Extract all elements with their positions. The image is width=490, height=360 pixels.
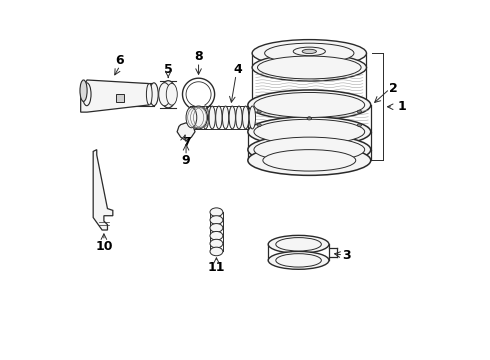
Ellipse shape <box>166 84 177 105</box>
Ellipse shape <box>307 117 312 120</box>
Ellipse shape <box>302 49 317 54</box>
Ellipse shape <box>186 107 197 128</box>
Ellipse shape <box>147 84 152 105</box>
Text: 5: 5 <box>164 63 172 76</box>
Ellipse shape <box>268 251 329 269</box>
Ellipse shape <box>202 106 209 129</box>
Ellipse shape <box>160 81 176 108</box>
Ellipse shape <box>236 106 242 129</box>
Ellipse shape <box>210 231 223 240</box>
Ellipse shape <box>190 106 207 129</box>
Text: 3: 3 <box>343 248 351 261</box>
Ellipse shape <box>265 43 354 63</box>
Text: 7: 7 <box>182 136 191 149</box>
Ellipse shape <box>209 106 216 129</box>
Ellipse shape <box>357 110 362 113</box>
Ellipse shape <box>257 110 261 113</box>
Ellipse shape <box>307 117 312 120</box>
Text: 9: 9 <box>182 154 191 167</box>
Ellipse shape <box>210 239 223 248</box>
Ellipse shape <box>149 83 158 106</box>
Ellipse shape <box>268 235 329 253</box>
Text: 11: 11 <box>208 261 225 274</box>
Text: 8: 8 <box>194 50 203 63</box>
Ellipse shape <box>80 80 87 102</box>
Polygon shape <box>93 150 113 230</box>
Ellipse shape <box>248 90 371 120</box>
Ellipse shape <box>248 135 371 165</box>
Ellipse shape <box>254 119 365 144</box>
Polygon shape <box>81 80 148 112</box>
Text: 4: 4 <box>233 63 242 76</box>
Ellipse shape <box>243 106 249 129</box>
FancyBboxPatch shape <box>117 94 123 102</box>
Text: 2: 2 <box>389 82 397 95</box>
Ellipse shape <box>159 83 171 106</box>
Ellipse shape <box>216 106 222 129</box>
Text: 10: 10 <box>95 240 113 253</box>
Ellipse shape <box>249 106 256 129</box>
Ellipse shape <box>252 54 367 81</box>
Ellipse shape <box>254 137 365 162</box>
Text: 6: 6 <box>116 54 124 67</box>
Text: 1: 1 <box>398 100 407 113</box>
Ellipse shape <box>276 238 321 251</box>
Ellipse shape <box>210 247 223 256</box>
Ellipse shape <box>210 224 223 232</box>
Ellipse shape <box>210 208 223 216</box>
Ellipse shape <box>263 150 356 171</box>
Ellipse shape <box>210 216 223 224</box>
Ellipse shape <box>82 83 91 106</box>
Ellipse shape <box>293 47 325 56</box>
Ellipse shape <box>222 106 229 129</box>
Ellipse shape <box>254 93 365 117</box>
Ellipse shape <box>258 56 361 79</box>
Ellipse shape <box>357 124 362 127</box>
Ellipse shape <box>248 145 371 175</box>
Ellipse shape <box>229 106 236 129</box>
Ellipse shape <box>276 254 321 267</box>
Ellipse shape <box>248 117 371 147</box>
Ellipse shape <box>252 40 367 67</box>
Ellipse shape <box>257 124 261 127</box>
Polygon shape <box>177 123 195 141</box>
